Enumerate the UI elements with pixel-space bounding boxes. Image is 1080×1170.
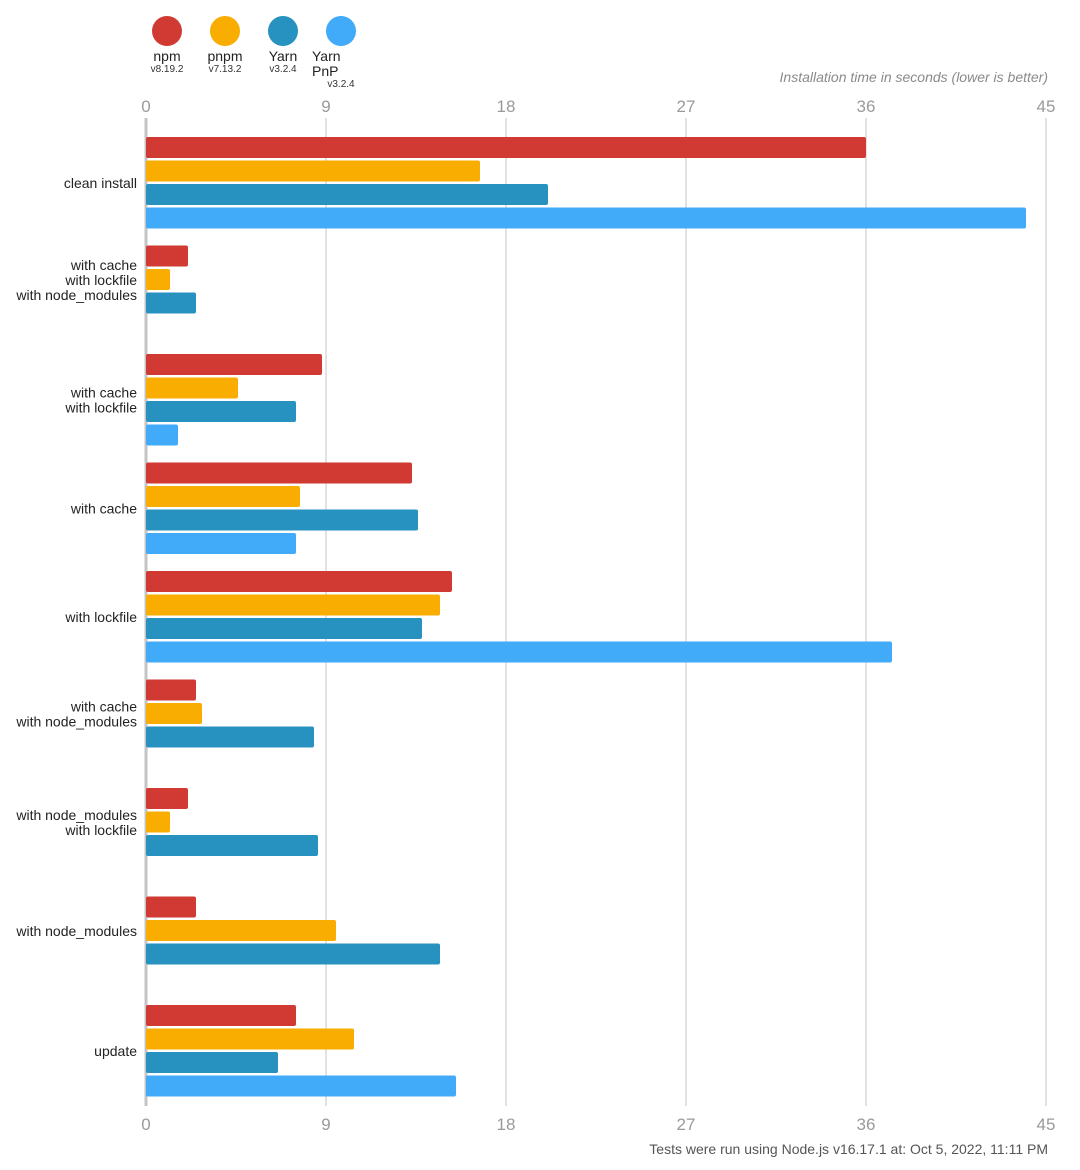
x-tick-label-bottom: 9	[321, 1115, 330, 1134]
bar-yarn-pnp	[146, 1075, 456, 1097]
legend-name: Yarn	[268, 48, 298, 64]
legend-name: pnpm	[207, 48, 243, 64]
category-label: update	[94, 1043, 137, 1059]
category-label: with node_modules	[15, 923, 137, 939]
category-label: with cache	[70, 257, 137, 273]
legend-version: v7.13.2	[208, 64, 242, 75]
category-label: with cache	[70, 385, 137, 401]
bar-npm	[146, 245, 188, 267]
legend-item-pnpm[interactable]: pnpm v7.13.2	[196, 16, 254, 91]
bar-pnpm	[146, 486, 300, 507]
bar-npm	[146, 1005, 296, 1026]
bar-yarn	[146, 835, 318, 856]
bar-yarn-pnp	[146, 424, 178, 446]
x-tick-label-bottom: 36	[857, 1115, 876, 1134]
bar-pnpm	[146, 703, 202, 724]
legend-dot-yarn-pnp	[326, 16, 356, 46]
bar-npm	[146, 137, 866, 158]
category-label: with lockfile	[64, 400, 137, 416]
category-label: with node_modules	[15, 713, 137, 729]
bar-pnpm	[146, 920, 336, 941]
legend-version: v3.2.4	[269, 64, 297, 75]
bar-npm	[146, 679, 196, 701]
bar-pnpm	[146, 811, 170, 833]
category-label: with lockfile	[64, 609, 137, 625]
bar-yarn	[146, 726, 314, 748]
bar-npm	[146, 896, 196, 918]
bar-pnpm	[146, 594, 440, 616]
x-tick-label-bottom: 27	[677, 1115, 696, 1134]
x-tick-label-bottom: 0	[141, 1115, 150, 1134]
bar-pnpm	[146, 377, 238, 399]
category-label: clean install	[64, 175, 137, 191]
legend-version: v3.2.4	[327, 79, 355, 90]
bar-yarn-pnp	[146, 641, 892, 663]
bar-npm	[146, 462, 412, 484]
bar-npm	[146, 571, 452, 592]
bar-pnpm	[146, 160, 480, 182]
x-tick-label-top: 45	[1037, 97, 1056, 116]
category-label: with lockfile	[64, 272, 137, 288]
bar-yarn	[146, 618, 422, 639]
bar-pnpm	[146, 269, 170, 290]
x-tick-label-bottom: 18	[497, 1115, 516, 1134]
x-tick-label-top: 18	[497, 97, 516, 116]
bar-npm	[146, 788, 188, 809]
legend-name: Yarn PnP	[312, 48, 341, 79]
category-label: with cache	[70, 698, 137, 714]
category-label: with node_modules	[15, 287, 137, 303]
legend-dot-npm	[152, 16, 182, 46]
bar-pnpm	[146, 1028, 354, 1050]
legend: npm v8.19.2 pnpm v7.13.2 Yarn v3.2.4 Yar…	[138, 16, 370, 91]
legend-dot-pnpm	[210, 16, 240, 46]
bar-yarn	[146, 401, 296, 422]
bar-yarn	[146, 184, 548, 205]
x-tick-label-top: 9	[321, 97, 330, 116]
legend-dot-yarn	[268, 16, 298, 46]
bar-yarn	[146, 1052, 278, 1073]
x-tick-label-top: 27	[677, 97, 696, 116]
bar-yarn-pnp	[146, 533, 296, 554]
bar-npm	[146, 354, 322, 375]
bar-yarn	[146, 292, 196, 314]
x-tick-label-top: 36	[857, 97, 876, 116]
axis-caption: Installation time in seconds (lower is b…	[779, 69, 1048, 85]
legend-item-npm[interactable]: npm v8.19.2	[138, 16, 196, 91]
footer-note: Tests were run using Node.js v16.17.1 at…	[649, 1141, 1048, 1157]
bar-yarn	[146, 509, 418, 531]
category-label: with lockfile	[64, 822, 137, 838]
x-tick-label-top: 0	[141, 97, 150, 116]
bar-yarn-pnp	[146, 207, 1026, 229]
legend-name: npm	[153, 48, 181, 64]
legend-version: v8.19.2	[150, 64, 184, 75]
bar-yarn	[146, 943, 440, 965]
category-label: with node_modules	[15, 807, 137, 823]
legend-item-yarn-pnp[interactable]: Yarn PnP v3.2.4	[312, 16, 370, 91]
category-label: with cache	[70, 501, 137, 517]
legend-item-yarn[interactable]: Yarn v3.2.4	[254, 16, 312, 91]
x-tick-label-bottom: 45	[1037, 1115, 1056, 1134]
